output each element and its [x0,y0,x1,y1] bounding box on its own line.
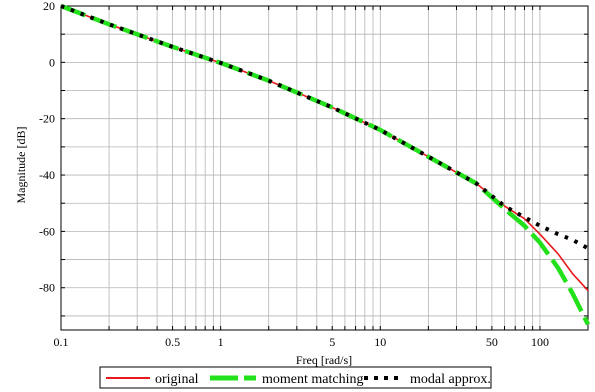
series-line-moment-matching [60,3,591,326]
y-axis-label: Magnitude [dB] [14,127,28,204]
series-lines [60,3,591,326]
legend: original moment matching modal approx. [99,366,492,389]
tick-labels: 0.1 0.5 1 5 10 50 100 20 0 -20 -40 -60 -80 [39,0,549,349]
x-tick-label: 1 [218,335,224,349]
legend-label-moment-matching: moment matching [262,372,363,387]
legend-label-modal-approx: modal approx. [410,372,491,387]
x-tick-label: 100 [531,335,549,349]
x-tick-label: 10 [374,335,386,349]
y-tick-label: 20 [43,0,55,13]
y-tick-label: 0 [49,55,55,69]
legend-box [99,366,492,389]
series-line-original [60,5,589,292]
plot-frame [60,5,589,331]
y-tick-label: -80 [39,281,55,295]
x-tick-label: 0.5 [165,335,180,349]
legend-label-original: original [155,372,199,387]
y-tick-label: -60 [39,224,55,238]
x-axis-label: Freq [rad/s] [296,353,352,367]
y-tick-label: -20 [39,112,55,126]
x-tick-label: 0.1 [54,335,69,349]
x-tick-label: 5 [329,335,335,349]
y-tick-label: -40 [39,168,55,182]
grid [60,5,589,330]
axis-ticks [60,5,589,330]
x-tick-label: 50 [486,335,498,349]
